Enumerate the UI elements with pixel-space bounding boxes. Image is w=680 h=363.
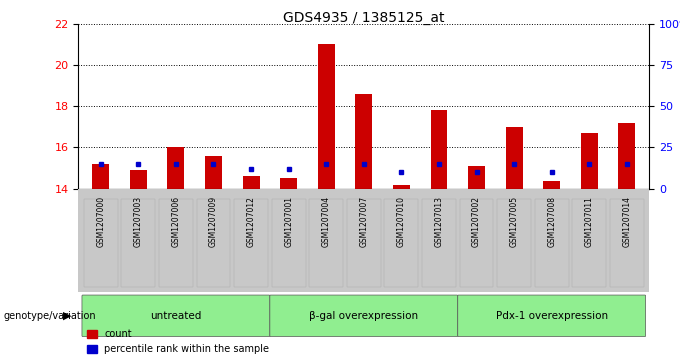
Bar	[468, 166, 485, 189]
Bar	[581, 133, 598, 189]
Text: GSM1207004: GSM1207004	[322, 196, 330, 247]
FancyBboxPatch shape	[309, 199, 343, 287]
Text: GSM1207011: GSM1207011	[585, 196, 594, 247]
Text: GSM1207013: GSM1207013	[435, 196, 443, 247]
FancyBboxPatch shape	[422, 199, 456, 287]
FancyBboxPatch shape	[534, 199, 568, 287]
Text: GSM1207007: GSM1207007	[359, 196, 369, 247]
FancyBboxPatch shape	[384, 199, 418, 287]
Text: GSM1207000: GSM1207000	[97, 196, 105, 247]
Bar	[92, 164, 109, 189]
Bar	[243, 176, 260, 189]
FancyBboxPatch shape	[197, 199, 231, 287]
FancyBboxPatch shape	[347, 199, 381, 287]
Text: GSM1207009: GSM1207009	[209, 196, 218, 247]
FancyBboxPatch shape	[234, 199, 268, 287]
Bar	[130, 170, 147, 189]
Bar	[618, 123, 635, 189]
Bar	[318, 44, 335, 189]
Text: GSM1207001: GSM1207001	[284, 196, 293, 247]
FancyBboxPatch shape	[497, 199, 531, 287]
Legend: count, percentile rank within the sample: count, percentile rank within the sample	[83, 326, 273, 358]
Text: GSM1207008: GSM1207008	[547, 196, 556, 247]
FancyBboxPatch shape	[84, 199, 118, 287]
Bar	[543, 180, 560, 189]
FancyBboxPatch shape	[458, 295, 645, 337]
Text: genotype/variation: genotype/variation	[3, 311, 96, 321]
Bar	[167, 147, 184, 189]
Text: ▶: ▶	[63, 311, 71, 321]
Text: untreated: untreated	[150, 311, 201, 321]
FancyBboxPatch shape	[270, 295, 458, 337]
Text: Pdx-1 overexpression: Pdx-1 overexpression	[496, 311, 608, 321]
FancyBboxPatch shape	[122, 199, 155, 287]
Text: GDS4935 / 1385125_at: GDS4935 / 1385125_at	[283, 11, 445, 25]
Text: GSM1207012: GSM1207012	[247, 196, 256, 247]
FancyBboxPatch shape	[272, 199, 305, 287]
Text: GSM1207014: GSM1207014	[622, 196, 631, 247]
FancyBboxPatch shape	[82, 295, 270, 337]
FancyBboxPatch shape	[159, 199, 193, 287]
Text: GSM1207002: GSM1207002	[472, 196, 481, 247]
Text: GSM1207003: GSM1207003	[134, 196, 143, 247]
Bar	[506, 127, 522, 189]
Bar	[430, 110, 447, 189]
FancyBboxPatch shape	[573, 199, 606, 287]
Bar	[205, 156, 222, 189]
Text: GSM1207006: GSM1207006	[171, 196, 180, 247]
Bar	[280, 179, 297, 189]
Text: GSM1207005: GSM1207005	[509, 196, 519, 247]
Bar	[356, 94, 372, 189]
FancyBboxPatch shape	[460, 199, 494, 287]
Text: β-gal overexpression: β-gal overexpression	[309, 311, 418, 321]
Bar	[393, 185, 410, 189]
FancyBboxPatch shape	[610, 199, 644, 287]
Text: GSM1207010: GSM1207010	[397, 196, 406, 247]
